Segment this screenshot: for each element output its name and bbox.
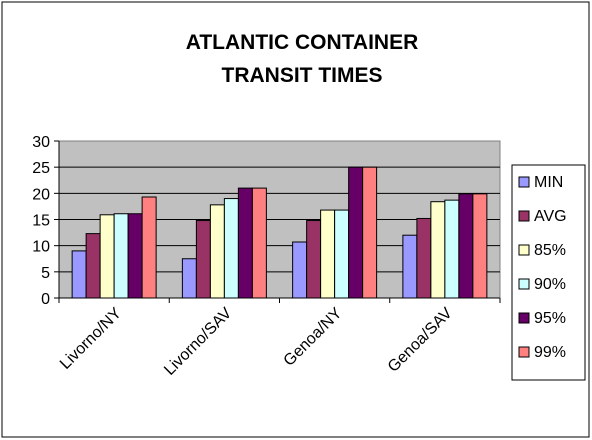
bar-0-4 [127,213,143,299]
y-tick-label: 5 [41,265,50,282]
bar-2-3 [334,209,350,299]
legend-swatch [518,278,530,290]
bar-2-2 [320,209,336,299]
bar-2-4 [348,166,364,299]
bar-2-0 [292,241,308,299]
legend-label: AVG [534,208,567,225]
bar-3-3 [444,199,460,299]
bar-3-5 [472,193,488,299]
y-tick-label: 10 [32,239,50,256]
bar-3-1 [416,217,432,299]
y-tick-label: 0 [41,291,50,308]
bar-0-2 [99,214,115,299]
legend: MIN AVG 85% 90% 95% 99% [511,164,586,381]
chart-title: ATLANTIC CONTAINER TRANSIT TIMES [186,31,419,87]
bar-1-1 [195,220,211,299]
y-tick-label: 25 [32,160,50,177]
bar-3-2 [430,201,446,299]
legend-swatch [518,210,530,222]
bar-3-4 [458,193,474,299]
bar-0-1 [85,233,101,299]
bar-0-5 [141,196,157,299]
bar-1-0 [181,258,197,299]
chart-title-line-2: TRANSIT TIMES [222,64,383,87]
bar-3-0 [402,234,418,299]
legend-label: 99% [534,344,566,361]
y-tick-label: 20 [32,186,50,203]
legend-swatch [518,312,530,324]
legend-swatch [518,176,530,188]
bar-1-4 [237,187,253,299]
legend-box [511,164,586,381]
bar-0-3 [113,213,129,299]
legend-label: MIN [534,174,563,191]
bar-1-5 [251,187,267,299]
y-axis: 0 5 10 15 20 25 30 [32,134,60,308]
y-tick-label: 15 [32,213,50,230]
legend-label: 95% [534,310,566,327]
bar-2-1 [306,220,322,299]
bar-1-3 [223,198,239,299]
legend-label: 90% [534,276,566,293]
bar-0-0 [71,250,87,299]
bar-1-2 [209,204,225,299]
legend-swatch [518,346,530,358]
y-tick-label: 30 [32,134,50,151]
legend-swatch [518,244,530,256]
chart-title-line-1: ATLANTIC CONTAINER [186,31,419,54]
legend-label: 85% [534,242,566,259]
bar-2-5 [362,166,378,299]
